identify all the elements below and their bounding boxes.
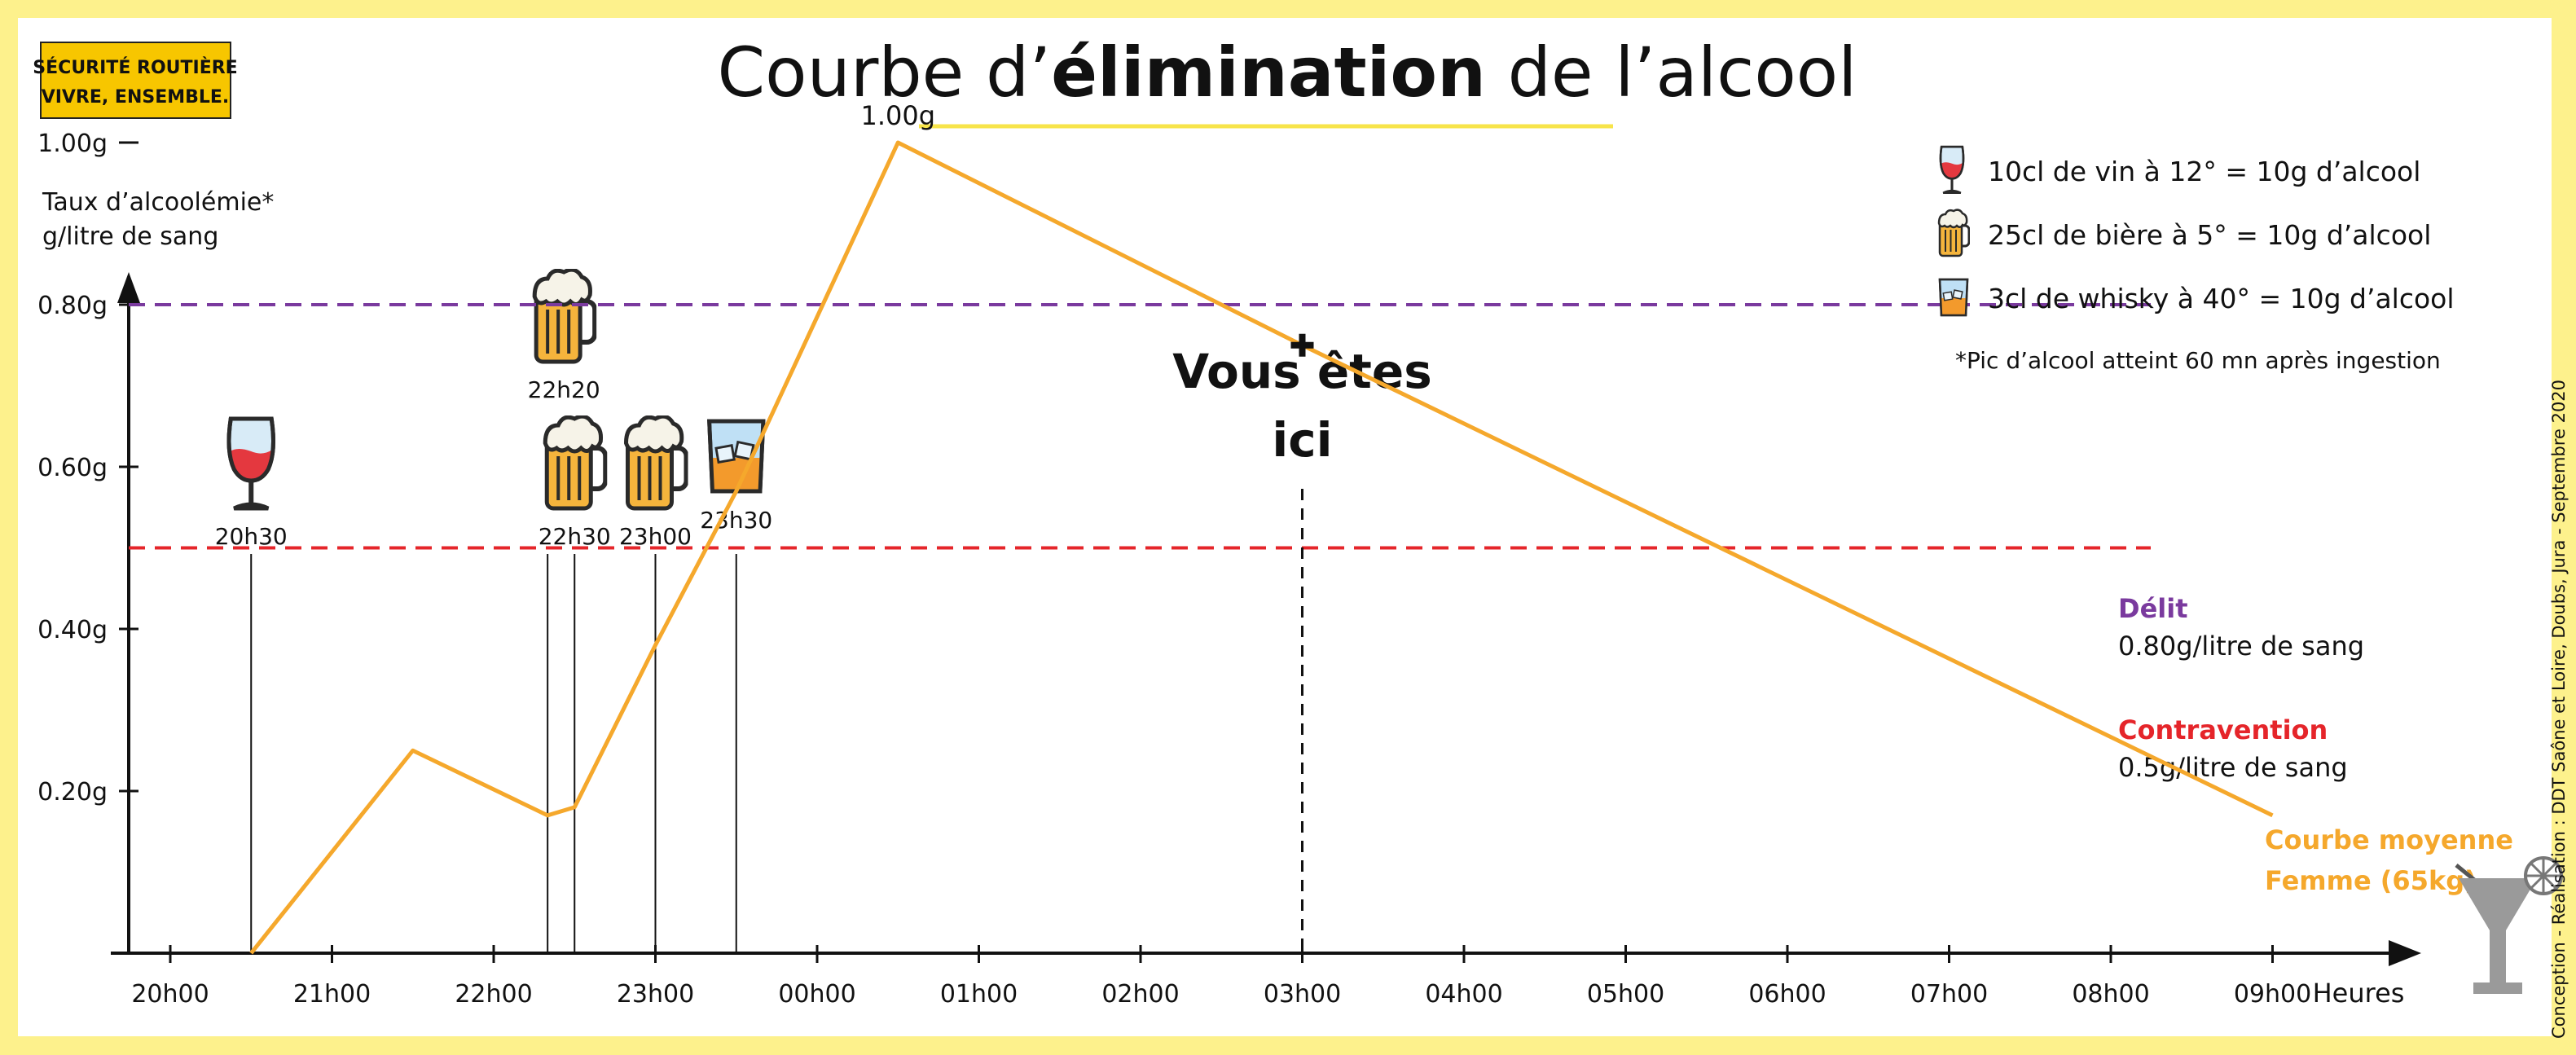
drink-markers: 20h30 22h20 22h30 23h00 23h30: [215, 270, 772, 953]
whisky-glass-icon: [1938, 278, 1969, 317]
y-axis-arrow: [117, 272, 140, 303]
delit-label: Délit: [2118, 593, 2188, 624]
chart-background: [18, 18, 2552, 1036]
x-tick-label: 04h00: [1425, 980, 1502, 1009]
drink-time-label: 23h00: [619, 523, 692, 550]
y-axis-label-line1: Taux d’alcoolémie*: [42, 188, 274, 217]
x-tick-label: 20h00: [131, 980, 209, 1009]
x-tick-label: 08h00: [2072, 980, 2149, 1009]
page-title: Courbe d’élimination de l’alcool: [718, 33, 1857, 112]
delit-sublabel: 0.80g/litre de sang: [2118, 631, 2364, 662]
y-tick-label: 0.60g: [37, 454, 108, 482]
x-tick-label: 06h00: [1748, 980, 1826, 1009]
y-tick-label: 0.20g: [37, 778, 108, 807]
securite-routiere-badge: SÉCURITÉ ROUTIÈRE VIVRE, ENSEMBLE.: [33, 42, 238, 119]
badge-line1: SÉCURITÉ ROUTIÈRE: [33, 57, 237, 78]
legend-item-wine: 10cl de vin à 12° = 10g d’alcool: [1988, 156, 2420, 187]
cocktail-icon: [2455, 856, 2563, 994]
drink-time-label: 20h30: [215, 523, 288, 550]
legend: 10cl de vin à 12° = 10g d’alcool 25cl de…: [1937, 145, 2455, 374]
drink-time-label: 23h30: [700, 507, 772, 534]
contravention-label: Contravention: [2118, 714, 2328, 745]
badge-line2: VIVRE, ENSEMBLE.: [42, 87, 230, 108]
legend-item-whisky: 3cl de whisky à 40° = 10g d’alcool: [1988, 283, 2455, 314]
x-tick-label: 07h00: [1910, 980, 1988, 1009]
curve-label-line2: Femme (65kg): [2265, 865, 2477, 896]
x-tick-label: 22h00: [455, 980, 532, 1009]
x-axis-arrow: [2389, 940, 2421, 966]
x-axis-title: Heures: [2313, 978, 2405, 1009]
series-line: [249, 140, 2274, 955]
peak-label: 1.00g: [860, 100, 935, 131]
current-position-cross: [1290, 333, 1314, 357]
cross-vertical: [1299, 333, 1306, 357]
legend-item-beer: 25cl de bière à 5° = 10g d’alcool: [1988, 219, 2431, 251]
marker-line2: ici: [1272, 412, 1332, 468]
x-tick-label: 01h00: [940, 980, 1018, 1009]
whisky-glass-icon: [710, 421, 763, 491]
x-tick-label: 23h00: [617, 980, 694, 1009]
x-ticks: 20h00 21h00 22h00 23h00 00h00 01h00 02h00 03h00…: [131, 945, 2311, 1009]
y-axis-label-line2: g/litre de sang: [42, 222, 218, 251]
y-tick-label: 0.40g: [37, 616, 108, 644]
x-tick-label: 21h00: [293, 980, 371, 1009]
x-tick-label: 09h00: [2234, 980, 2311, 1009]
drink-time-label: 22h30: [538, 523, 611, 550]
y-tick-label: 1.00g: [37, 130, 108, 158]
x-tick-label: 00h00: [778, 980, 855, 1009]
x-tick-label: 05h00: [1587, 980, 1664, 1009]
curve-label-line1: Courbe moyenne: [2265, 824, 2513, 855]
x-tick-label: 02h00: [1101, 980, 1179, 1009]
credit-text: Conception - Réalisation : DDT Saône et …: [2549, 380, 2569, 1039]
drink-time-label: 22h20: [528, 376, 600, 403]
legend-note: *Pic d’alcool atteint 60 mn après ingest…: [1955, 347, 2441, 374]
x-tick-label: 03h00: [1264, 980, 1341, 1009]
y-tick-label: 0.80g: [37, 292, 108, 320]
